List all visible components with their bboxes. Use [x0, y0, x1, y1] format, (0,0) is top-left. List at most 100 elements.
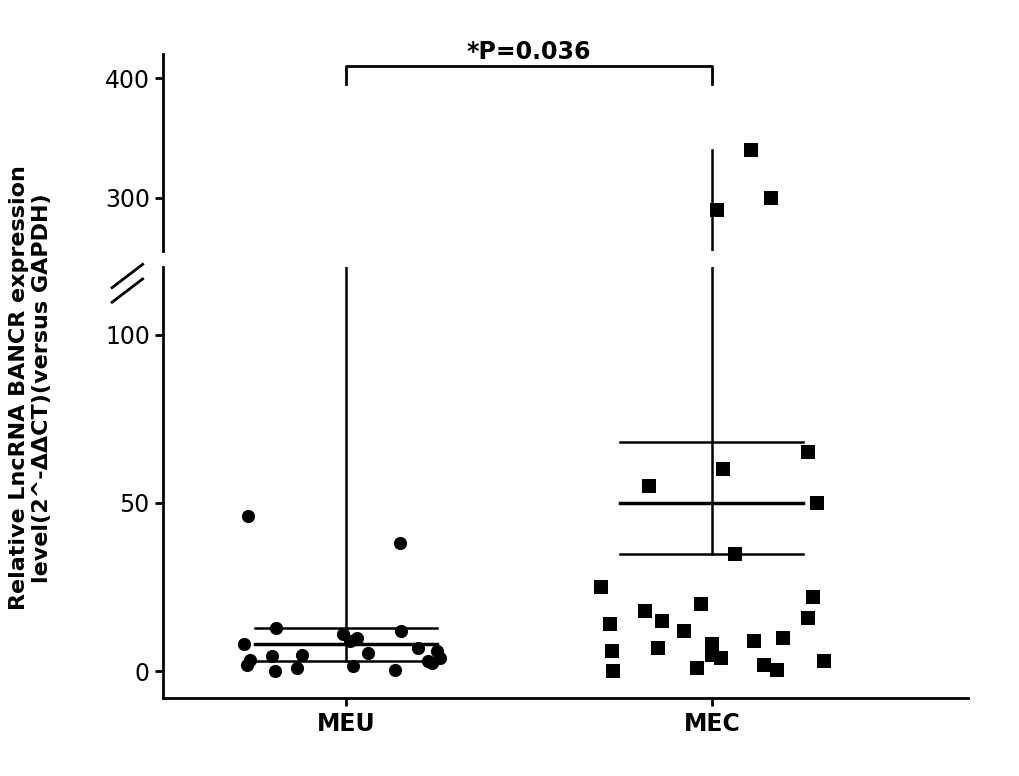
Point — [344, 548, 361, 560]
Point — [387, 663, 404, 676]
Point — [728, 508, 744, 521]
Point — [756, 659, 772, 671]
Point — [424, 547, 440, 559]
Point — [769, 663, 786, 676]
Text: *P=0.036: *P=0.036 — [467, 40, 591, 64]
Point — [709, 203, 726, 216]
Point — [693, 598, 709, 610]
Point — [243, 546, 259, 558]
Point — [424, 656, 440, 669]
Point — [392, 504, 409, 517]
Point — [704, 639, 720, 651]
Point — [592, 581, 608, 594]
Point — [637, 528, 653, 541]
Point — [420, 546, 436, 559]
Point — [715, 463, 732, 476]
Point — [289, 549, 306, 561]
Point — [360, 646, 376, 659]
Point — [604, 549, 621, 562]
Point — [641, 484, 657, 497]
Point — [689, 662, 705, 674]
Point — [704, 544, 720, 556]
Point — [239, 511, 256, 523]
Point — [410, 542, 426, 554]
Point — [602, 618, 619, 630]
Point — [676, 625, 692, 637]
Point — [604, 664, 621, 677]
Point — [264, 545, 280, 557]
Point — [420, 655, 436, 667]
Point — [335, 629, 352, 641]
Point — [769, 549, 786, 562]
Point — [603, 542, 620, 555]
Point — [360, 543, 376, 556]
Point — [728, 547, 744, 559]
Point — [268, 535, 284, 547]
Point — [335, 537, 352, 549]
Point — [809, 490, 825, 503]
Point — [800, 531, 816, 543]
Point — [293, 544, 310, 556]
Point — [704, 649, 720, 661]
Point — [649, 542, 665, 554]
Point — [243, 653, 259, 666]
Point — [238, 548, 255, 560]
Point — [431, 545, 447, 557]
Point — [704, 540, 720, 553]
Point — [746, 539, 762, 552]
Point — [712, 652, 729, 664]
Point — [743, 144, 759, 156]
Point — [762, 192, 779, 204]
Point — [264, 650, 280, 663]
Point — [800, 611, 816, 624]
Point — [392, 535, 409, 548]
Point — [387, 549, 404, 562]
Point — [689, 549, 705, 561]
Point — [715, 478, 732, 490]
Point — [429, 542, 445, 555]
Point — [800, 446, 816, 459]
Point — [805, 524, 821, 536]
Point — [268, 622, 284, 634]
Point — [429, 645, 445, 657]
Point — [637, 605, 653, 617]
Point — [239, 495, 256, 508]
Point — [641, 480, 657, 492]
Point — [235, 540, 252, 553]
Point — [392, 537, 409, 549]
Point — [774, 538, 791, 550]
Text: Relative LncRNA BANCR expression
level(2^-ΔΔCT)(versus GAPDH): Relative LncRNA BANCR expression level(2… — [9, 165, 52, 611]
Point — [756, 548, 772, 560]
Point — [344, 660, 361, 673]
Point — [654, 615, 671, 627]
Point — [618, 371, 634, 383]
Point — [618, 160, 634, 172]
Point — [649, 642, 665, 654]
Point — [342, 539, 359, 552]
Point — [348, 538, 365, 550]
Point — [809, 497, 825, 509]
Point — [392, 625, 409, 637]
Point — [342, 635, 359, 647]
Point — [348, 632, 365, 644]
Point — [267, 664, 283, 677]
Point — [602, 533, 619, 546]
Point — [805, 591, 821, 604]
Point — [603, 645, 620, 657]
Point — [815, 546, 832, 559]
Point — [654, 532, 671, 545]
Point — [774, 632, 791, 644]
Point — [289, 662, 306, 674]
Point — [235, 639, 252, 651]
Point — [592, 520, 608, 532]
Point — [676, 535, 692, 548]
Point — [293, 649, 310, 661]
Point — [267, 549, 283, 562]
Point — [746, 635, 762, 647]
Point — [431, 652, 447, 664]
Point — [800, 473, 816, 485]
Point — [410, 642, 426, 654]
Point — [238, 659, 255, 671]
Point — [815, 655, 832, 667]
Point — [693, 526, 709, 539]
